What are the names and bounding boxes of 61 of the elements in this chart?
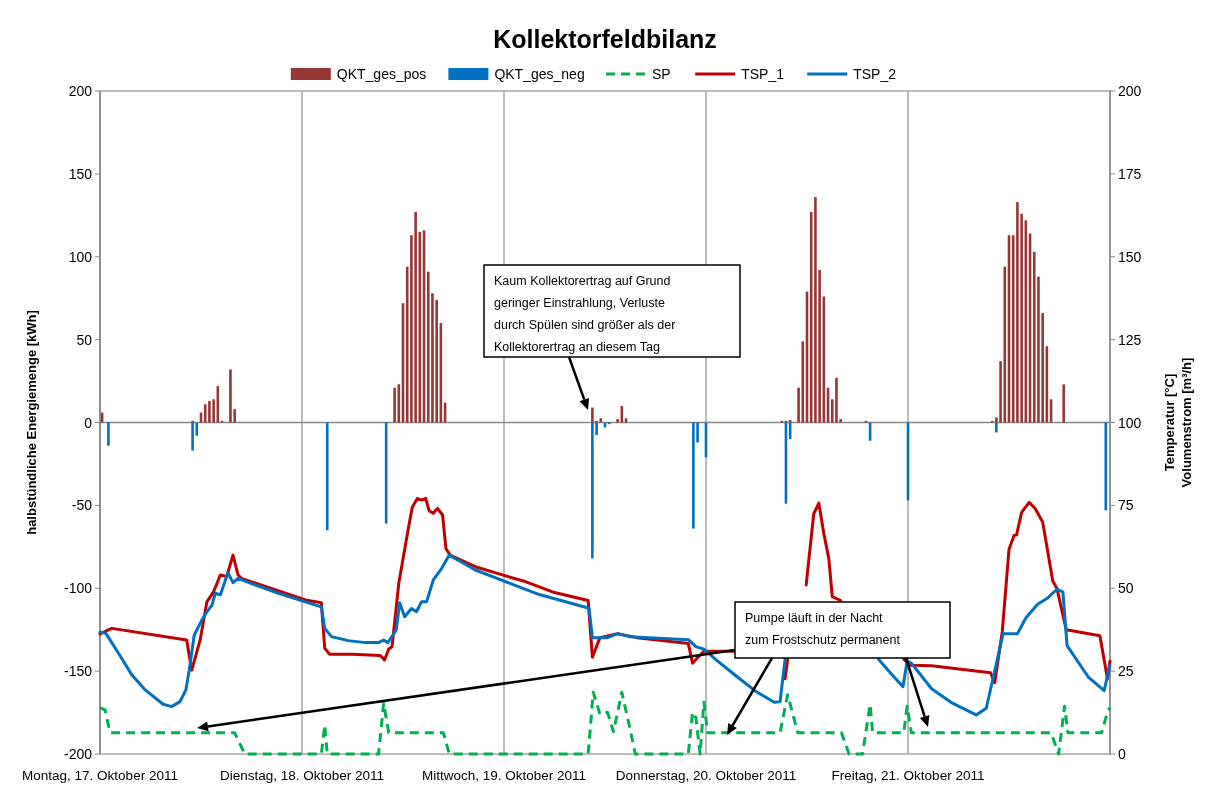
- bar: [591, 422, 594, 559]
- bar: [616, 419, 619, 423]
- bar: [591, 407, 594, 423]
- annotation: Pumpe läuft in der Nacht zum Frostschutz permanent: [745, 611, 901, 647]
- y2-tick-label: 25: [1118, 663, 1134, 680]
- y-tick-label: 150: [68, 165, 93, 182]
- bar: [814, 197, 817, 423]
- legend-label: SP: [652, 66, 671, 82]
- bar: [995, 422, 998, 433]
- bar: [1016, 202, 1019, 423]
- bar: [599, 418, 603, 423]
- bar: [624, 418, 628, 423]
- annotation: Kaum Kollektorertrag auf Grund geringer Einstrahlung, Verluste durch Spülen sind größer als der Kollektorertrag an diesem Tag: [494, 274, 676, 354]
- legend-label: TSP_2: [853, 66, 897, 82]
- y-tick-label: 0: [84, 414, 93, 431]
- bar: [325, 422, 329, 531]
- y-tick-label: 100: [68, 248, 93, 265]
- legend-label: QKT_ges_pos: [336, 66, 427, 82]
- legend-label: TSP_1: [741, 66, 785, 82]
- y2-tick-label: 150: [1118, 248, 1142, 265]
- bar: [1032, 251, 1036, 423]
- y2-axis-title: Temperatur [°C] Volumenstrom [m³/h]: [1162, 357, 1194, 488]
- y-tick-label: -50: [71, 497, 93, 514]
- y2-tick-label: 75: [1118, 497, 1134, 514]
- y-tick-label: -200: [63, 746, 93, 762]
- line-series: [98, 690, 1112, 756]
- y2-tick-label: 125: [1118, 331, 1142, 348]
- bar: [397, 384, 401, 423]
- y2-tick-label: 100: [1118, 414, 1142, 431]
- bar: [1104, 422, 1108, 511]
- bar: [208, 400, 211, 423]
- bar: [788, 420, 792, 423]
- y2-tick-label: 50: [1118, 580, 1134, 597]
- bar: [692, 422, 695, 529]
- y-axis-title: halbstündliche Energiemenge [kWh]: [24, 310, 39, 535]
- bar: [229, 369, 232, 423]
- bar: [801, 341, 805, 423]
- bar: [1003, 266, 1007, 423]
- bar: [835, 377, 838, 423]
- x-tick-label: Montag, 17. Oktober 2011: [22, 768, 178, 783]
- x-tick-label: Mittwoch, 19. Oktober 2011: [421, 768, 587, 783]
- chart-title: Kollektorfeldbilanz: [493, 25, 717, 53]
- y-tick-label: 50: [76, 331, 93, 348]
- bar: [203, 404, 207, 423]
- y2-tick-label: 175: [1118, 165, 1142, 182]
- bar: [393, 387, 396, 423]
- bar: [414, 212, 417, 423]
- y2-tick-label: 0: [1118, 746, 1126, 762]
- x-tick-label: Freitag, 21. Oktober 2011: [831, 768, 985, 783]
- y-tick-label: -150: [63, 663, 93, 680]
- bar: [1062, 384, 1066, 423]
- x-tick-label: Dienstag, 18. Oktober 2011: [219, 768, 385, 783]
- bar: [212, 399, 215, 423]
- y-tick-label: -100: [63, 580, 93, 597]
- y-tick-label: 200: [68, 83, 93, 99]
- x-tick-label: Donnerstag, 20. Oktober 2011: [615, 768, 797, 783]
- y2-tick-label: 200: [1118, 83, 1142, 99]
- legend-label: QKT_ges_neg: [494, 66, 585, 82]
- bar: [191, 422, 194, 451]
- bar: [107, 422, 110, 446]
- bar: [426, 271, 430, 423]
